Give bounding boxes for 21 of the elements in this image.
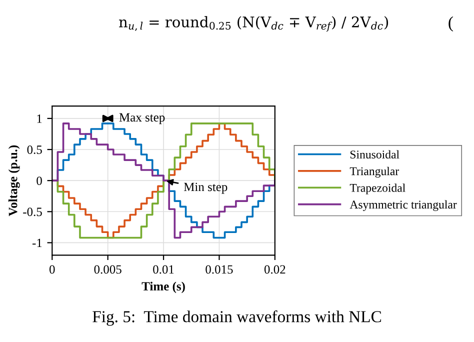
y-tick-label: 1 <box>37 114 42 123</box>
legend-label: Trapezoidal <box>350 184 406 194</box>
annotation: Max step <box>119 113 165 124</box>
caption: Fig. 5: Time domain waveforms with NLC <box>92 310 381 326</box>
x-tick-label: 0.015 <box>206 265 233 274</box>
legend-label: Sinusoidal <box>350 150 400 159</box>
legend-label: Triangular <box>350 166 399 178</box>
y-tick-label: -0.5 <box>23 208 42 216</box>
y-tick-label: 0 <box>36 176 42 186</box>
x-tick-label: 0.005 <box>94 265 122 274</box>
x-tick-label: 0.02 <box>264 265 286 274</box>
x-tick-label: 0 <box>49 265 55 274</box>
x-tick-label: 0.01 <box>153 265 174 274</box>
y-tick-label: -1 <box>32 238 42 248</box>
text: n$_{u,l}$ = round$_{0.25}$ (N(V$_{dc}$ ∓ V$_{ref}$) / 2V$_{dc}$) <box>119 16 388 32</box>
legend-label: Asymmetric triangular <box>350 200 457 212</box>
annotation: Min step <box>184 182 228 194</box>
x-axis-title: Time (s) <box>142 282 185 294</box>
y-axis-title: Voltage (p.u.) <box>8 145 20 216</box>
y-tick-label: 0.5 <box>27 146 42 154</box>
text: ( <box>448 16 453 32</box>
